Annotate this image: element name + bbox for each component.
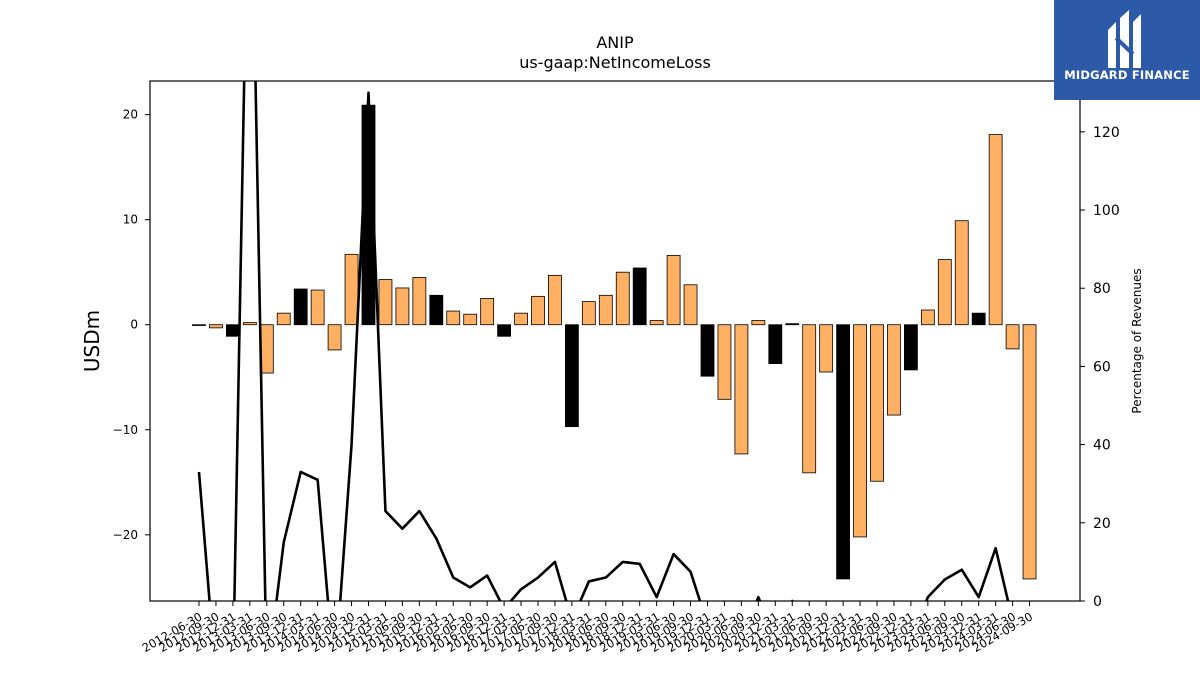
y-tick-label: 20 [123,108,138,122]
bar-2021-06-30 [802,324,817,474]
bar-2021-03-31 [785,323,800,326]
bar-2018-06-30 [598,294,613,326]
bar-2015-06-30 [395,287,410,326]
bar-2016-12-31 [497,324,512,337]
y-tick-label: 10 [123,213,138,227]
bar-2022-06-30 [870,324,884,482]
y-axis-label: USDm [80,310,104,372]
bar-2012-06-30 [192,324,206,326]
bar-2016-03-31 [446,310,461,326]
y-tick-label: 0 [130,318,138,332]
bar-2015-03-31 [378,279,393,326]
bar-2014-03-31 [310,289,325,326]
bar-2018-09-30 [615,271,630,326]
bar-2018-03-31 [581,301,596,326]
plot-frame [149,80,1081,602]
pct-revenues-line [197,81,1010,601]
bar-2022-03-31 [853,324,867,538]
bar-2023-03-31 [920,309,935,326]
bar-2015-12-31 [429,294,444,326]
y-axis-left: 20 10 0 −10 −20 [113,108,150,542]
bar-2024-09-30 [1022,324,1037,580]
bar-2019-03-31 [649,320,664,326]
logo-text: MIDGARD FINANCE [1064,68,1190,82]
bar-2024-06-30 [1005,324,1020,350]
y-tick-label: −20 [113,528,138,542]
logo-mark-icon [1108,10,1141,68]
bar-2017-09-30 [548,274,562,326]
chart-subtitle: us-gaap:NetIncomeLoss [519,53,711,72]
y2-tick-label: 60 [1093,359,1111,375]
bar-2023-09-30 [954,220,969,326]
midgard-finance-logo: MIDGARD FINANCE [1054,0,1200,100]
y2-tick-label: 40 [1093,438,1111,454]
bar-2017-06-30 [531,295,545,326]
bar-2014-09-30 [344,253,359,326]
bar-2019-09-30 [683,284,698,326]
bar-2019-12-31 [700,324,715,377]
bar-2020-03-31 [717,324,732,400]
bar-2016-06-30 [463,313,478,326]
bar-2020-12-31 [768,324,783,364]
bar-2016-09-30 [480,298,495,326]
bar-2013-12-31 [293,288,308,326]
bar-2020-09-30 [751,320,766,326]
bar-2017-12-31 [565,324,579,428]
y2-tick-label: 120 [1093,125,1120,141]
y2-tick-label: 0 [1093,594,1102,610]
y2-tick-label: 80 [1093,281,1111,297]
bar-2021-12-31 [836,324,850,580]
bar-2018-12-31 [632,267,647,326]
bar-2017-03-31 [514,312,528,326]
y-tick-label: −10 [113,423,138,437]
pct-revenues-series [197,81,1010,601]
x-axis: 2012-06-302012-09-302012-12-312013-03-31… [140,601,1035,655]
bar-2015-09-30 [412,277,427,326]
bar-2013-06-30 [259,324,274,374]
bar-2012-12-31 [225,324,240,337]
y2-tick-label: 100 [1093,203,1120,219]
y2-tick-label: 20 [1093,516,1111,532]
bar-2014-06-30 [327,324,342,351]
bar-2012-09-30 [209,324,223,329]
chart-title: ANIP [596,33,634,52]
bar-series [192,104,1037,580]
bar-2013-09-30 [276,312,291,326]
bar-2024-03-31 [988,134,1003,326]
y2-axis-label: Percentage of Revenues [1130,268,1144,413]
bar-2023-12-31 [971,312,986,326]
bar-2022-09-30 [887,324,901,416]
bar-2021-09-30 [819,324,834,373]
bar-2023-06-30 [937,259,952,326]
y-axis-right: 0 20 40 60 80 100 120 [1080,125,1120,610]
bar-2019-06-30 [666,254,681,326]
bar-2013-03-31 [242,322,257,326]
bar-2022-12-31 [904,324,918,371]
bar-2020-06-30 [734,324,749,455]
